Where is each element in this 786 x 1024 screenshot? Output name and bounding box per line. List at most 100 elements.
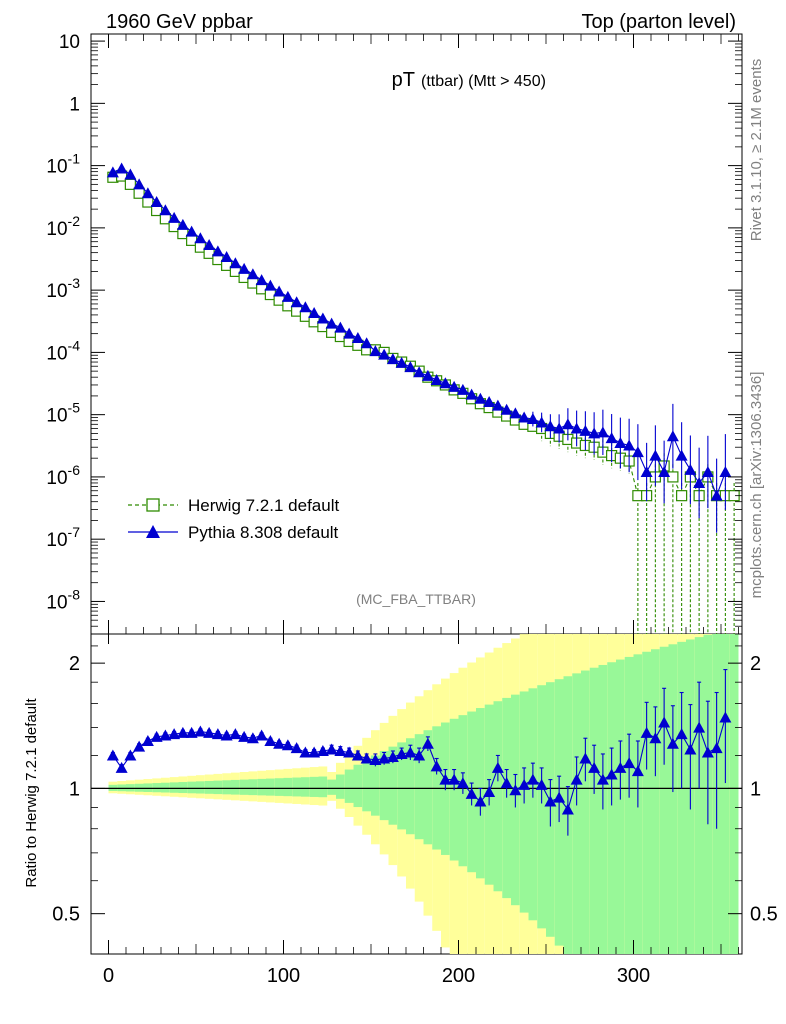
ratio-point xyxy=(509,784,522,796)
xtick-label: 0 xyxy=(103,965,114,987)
ratio-band-inner xyxy=(301,777,310,797)
herwig-point xyxy=(676,490,688,502)
ratio-band-inner xyxy=(283,777,293,797)
ratio-band-inner xyxy=(537,685,546,929)
pythia-point xyxy=(141,187,154,199)
pythia-point xyxy=(561,418,574,430)
ratio-band-inner xyxy=(126,784,135,792)
legend-pythia-label: Pythia 8.308 default xyxy=(188,523,339,542)
pythia-point xyxy=(159,204,172,216)
ratio-point xyxy=(211,728,224,740)
pythia-point xyxy=(421,369,434,381)
ratio-point xyxy=(115,761,128,773)
pythia-point xyxy=(579,424,592,436)
ratio-band-inner xyxy=(336,774,345,799)
ratio-band-inner xyxy=(668,644,678,954)
pythia-point xyxy=(203,239,216,251)
ratio-band-inner xyxy=(266,778,275,796)
ratio-band-inner xyxy=(624,656,634,954)
pythia-point xyxy=(386,353,399,365)
ratio-band-inner xyxy=(257,778,266,796)
ratio-point xyxy=(553,791,566,803)
ratio-point xyxy=(421,737,434,749)
pythia-point xyxy=(491,399,504,411)
ratio-band-inner xyxy=(353,764,363,808)
ratio-band-inner xyxy=(388,746,398,825)
xtick-label: 200 xyxy=(442,965,475,987)
ratio-band-inner xyxy=(729,634,739,954)
pythia-point xyxy=(264,279,277,291)
pythia-point xyxy=(150,196,163,208)
ratio-ylabel: Ratio to Herwig 7.2.1 default xyxy=(23,698,40,888)
ratio-point xyxy=(579,752,592,764)
ratio-point xyxy=(544,795,557,807)
ratio-point xyxy=(675,728,688,740)
ratio-point xyxy=(369,754,382,766)
pythia-point xyxy=(194,232,207,244)
pythia-point xyxy=(631,446,644,458)
pythia-point xyxy=(614,437,627,449)
ratio-point xyxy=(299,746,312,758)
pythia-point xyxy=(500,403,513,415)
ratio-point xyxy=(430,760,443,772)
ratio-ytick-label: 2 xyxy=(69,653,80,675)
pythia-point xyxy=(281,290,294,302)
pythia-point xyxy=(535,416,548,428)
rivet-label: Rivet 3.1.10, ≥ 2.1M events xyxy=(748,59,765,242)
ratio-point xyxy=(631,765,644,777)
ratio-band-inner xyxy=(274,778,284,796)
analysis-tag: (MC_FBA_TTBAR) xyxy=(356,591,476,607)
plot-title-sub: (ttbar) (Mtt > 450) xyxy=(421,73,546,90)
ratio-point xyxy=(185,726,198,738)
ratio-band-inner xyxy=(318,776,328,798)
ratio-band-inner xyxy=(423,730,433,845)
ratio-point xyxy=(334,744,347,756)
pythia-point xyxy=(666,430,679,442)
ratio-band-inner xyxy=(642,651,651,954)
ratio-band-inner xyxy=(187,781,196,794)
ratio-point xyxy=(614,761,627,773)
ratio-band-inner xyxy=(178,782,188,794)
header-right: Top (parton level) xyxy=(581,11,736,33)
pythia-point xyxy=(553,422,566,434)
ratio-point xyxy=(124,749,137,761)
pythia-point xyxy=(570,422,583,434)
pythia-point xyxy=(378,348,391,360)
ratio-point xyxy=(719,711,732,723)
legend: Herwig 7.2.1 default Pythia 8.308 defaul… xyxy=(128,496,339,542)
pythia-point xyxy=(290,296,303,308)
ratio-band-inner xyxy=(309,776,319,797)
pythia-point xyxy=(115,162,128,174)
ratio-band-inner xyxy=(651,649,660,954)
ratio-point xyxy=(596,773,609,785)
ratio-point xyxy=(448,773,461,785)
ratio-band-inner xyxy=(231,779,240,795)
ratio-band-inner xyxy=(239,779,249,795)
pythia-point xyxy=(299,301,312,313)
ratio-band-inner xyxy=(161,782,170,793)
ratio-point xyxy=(168,728,181,740)
main-ytick-label: 10-3 xyxy=(46,275,80,302)
ratio-point xyxy=(308,746,321,758)
pythia-point xyxy=(596,426,609,438)
pythia-point xyxy=(124,168,137,180)
main-ytick-label: 10-2 xyxy=(46,213,80,240)
pythia-point xyxy=(238,262,251,274)
pythia-line xyxy=(112,167,726,498)
pythia-point xyxy=(605,432,618,444)
ratio-point xyxy=(229,728,242,740)
ratio-point xyxy=(658,716,671,728)
ratio-point xyxy=(640,726,653,738)
ratio-point xyxy=(395,747,408,759)
ratio-point xyxy=(273,737,286,749)
ratio-band-inner xyxy=(134,783,144,792)
ratio-band-inner xyxy=(196,781,205,794)
pythia-point xyxy=(343,327,356,339)
main-plot-frame xyxy=(90,33,743,635)
ratio-band-inner xyxy=(292,777,301,797)
ratio-band-inner xyxy=(721,634,730,954)
ratio-point xyxy=(325,743,338,755)
pythia-point xyxy=(133,178,146,190)
pythia-point xyxy=(649,449,662,461)
ratio-point xyxy=(535,778,548,790)
